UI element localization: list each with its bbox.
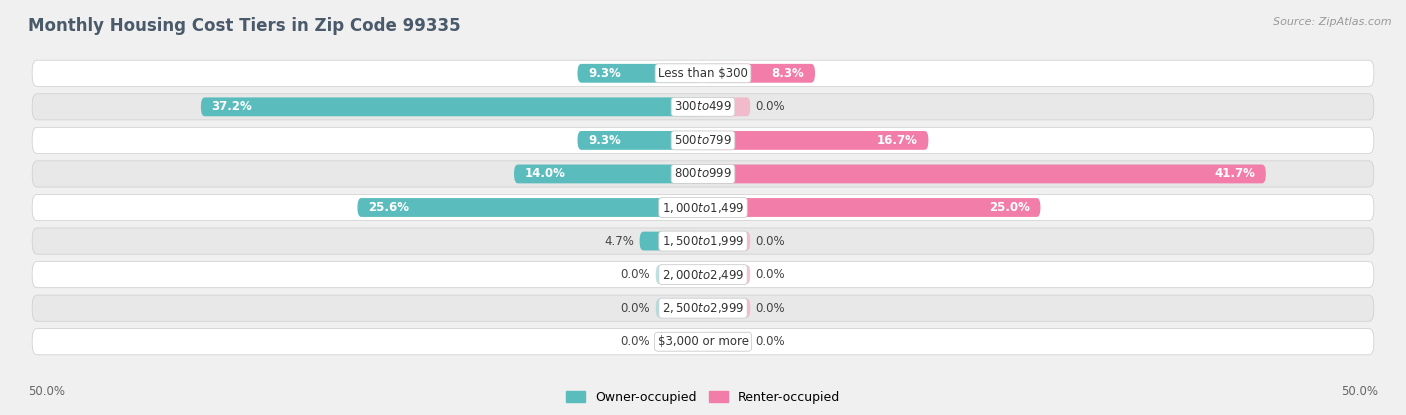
FancyBboxPatch shape — [703, 131, 928, 150]
FancyBboxPatch shape — [357, 198, 703, 217]
Text: $3,000 or more: $3,000 or more — [658, 335, 748, 348]
FancyBboxPatch shape — [32, 329, 1374, 355]
Text: Source: ZipAtlas.com: Source: ZipAtlas.com — [1274, 17, 1392, 27]
FancyBboxPatch shape — [32, 228, 1374, 254]
FancyBboxPatch shape — [32, 161, 1374, 187]
FancyBboxPatch shape — [655, 265, 703, 284]
Text: 9.3%: 9.3% — [588, 134, 621, 147]
Text: 0.0%: 0.0% — [620, 335, 651, 348]
FancyBboxPatch shape — [578, 64, 703, 83]
Text: 0.0%: 0.0% — [620, 268, 651, 281]
FancyBboxPatch shape — [32, 127, 1374, 154]
FancyBboxPatch shape — [32, 94, 1374, 120]
Text: 9.3%: 9.3% — [588, 67, 621, 80]
Text: Monthly Housing Cost Tiers in Zip Code 99335: Monthly Housing Cost Tiers in Zip Code 9… — [28, 17, 461, 34]
Text: 16.7%: 16.7% — [877, 134, 918, 147]
Text: 25.0%: 25.0% — [988, 201, 1029, 214]
Text: 37.2%: 37.2% — [212, 100, 253, 113]
FancyBboxPatch shape — [703, 64, 815, 83]
Text: 14.0%: 14.0% — [524, 167, 565, 181]
Text: 25.6%: 25.6% — [368, 201, 409, 214]
Text: 0.0%: 0.0% — [620, 302, 651, 315]
FancyBboxPatch shape — [32, 295, 1374, 321]
Text: $500 to $799: $500 to $799 — [673, 134, 733, 147]
Text: 0.0%: 0.0% — [755, 335, 786, 348]
FancyBboxPatch shape — [703, 265, 751, 284]
Text: 0.0%: 0.0% — [755, 234, 786, 248]
Legend: Owner-occupied, Renter-occupied: Owner-occupied, Renter-occupied — [561, 386, 845, 409]
Text: 4.7%: 4.7% — [605, 234, 634, 248]
Text: 0.0%: 0.0% — [755, 302, 786, 315]
Text: $1,000 to $1,499: $1,000 to $1,499 — [662, 200, 744, 215]
Text: 0.0%: 0.0% — [755, 268, 786, 281]
Text: $2,500 to $2,999: $2,500 to $2,999 — [662, 301, 744, 315]
Text: 8.3%: 8.3% — [772, 67, 804, 80]
FancyBboxPatch shape — [703, 332, 751, 351]
Text: 0.0%: 0.0% — [755, 100, 786, 113]
FancyBboxPatch shape — [703, 198, 1040, 217]
FancyBboxPatch shape — [32, 194, 1374, 221]
FancyBboxPatch shape — [655, 299, 703, 317]
FancyBboxPatch shape — [515, 164, 703, 183]
FancyBboxPatch shape — [703, 299, 751, 317]
FancyBboxPatch shape — [32, 261, 1374, 288]
Text: 50.0%: 50.0% — [28, 386, 65, 398]
FancyBboxPatch shape — [655, 332, 703, 351]
FancyBboxPatch shape — [703, 164, 1265, 183]
FancyBboxPatch shape — [703, 232, 751, 251]
Text: $2,000 to $2,499: $2,000 to $2,499 — [662, 268, 744, 282]
FancyBboxPatch shape — [640, 232, 703, 251]
FancyBboxPatch shape — [703, 98, 751, 116]
FancyBboxPatch shape — [578, 131, 703, 150]
Text: $800 to $999: $800 to $999 — [673, 167, 733, 181]
Text: $1,500 to $1,999: $1,500 to $1,999 — [662, 234, 744, 248]
Text: 41.7%: 41.7% — [1215, 167, 1256, 181]
FancyBboxPatch shape — [32, 60, 1374, 86]
FancyBboxPatch shape — [201, 98, 703, 116]
Text: $300 to $499: $300 to $499 — [673, 100, 733, 113]
Text: Less than $300: Less than $300 — [658, 67, 748, 80]
Text: 50.0%: 50.0% — [1341, 386, 1378, 398]
